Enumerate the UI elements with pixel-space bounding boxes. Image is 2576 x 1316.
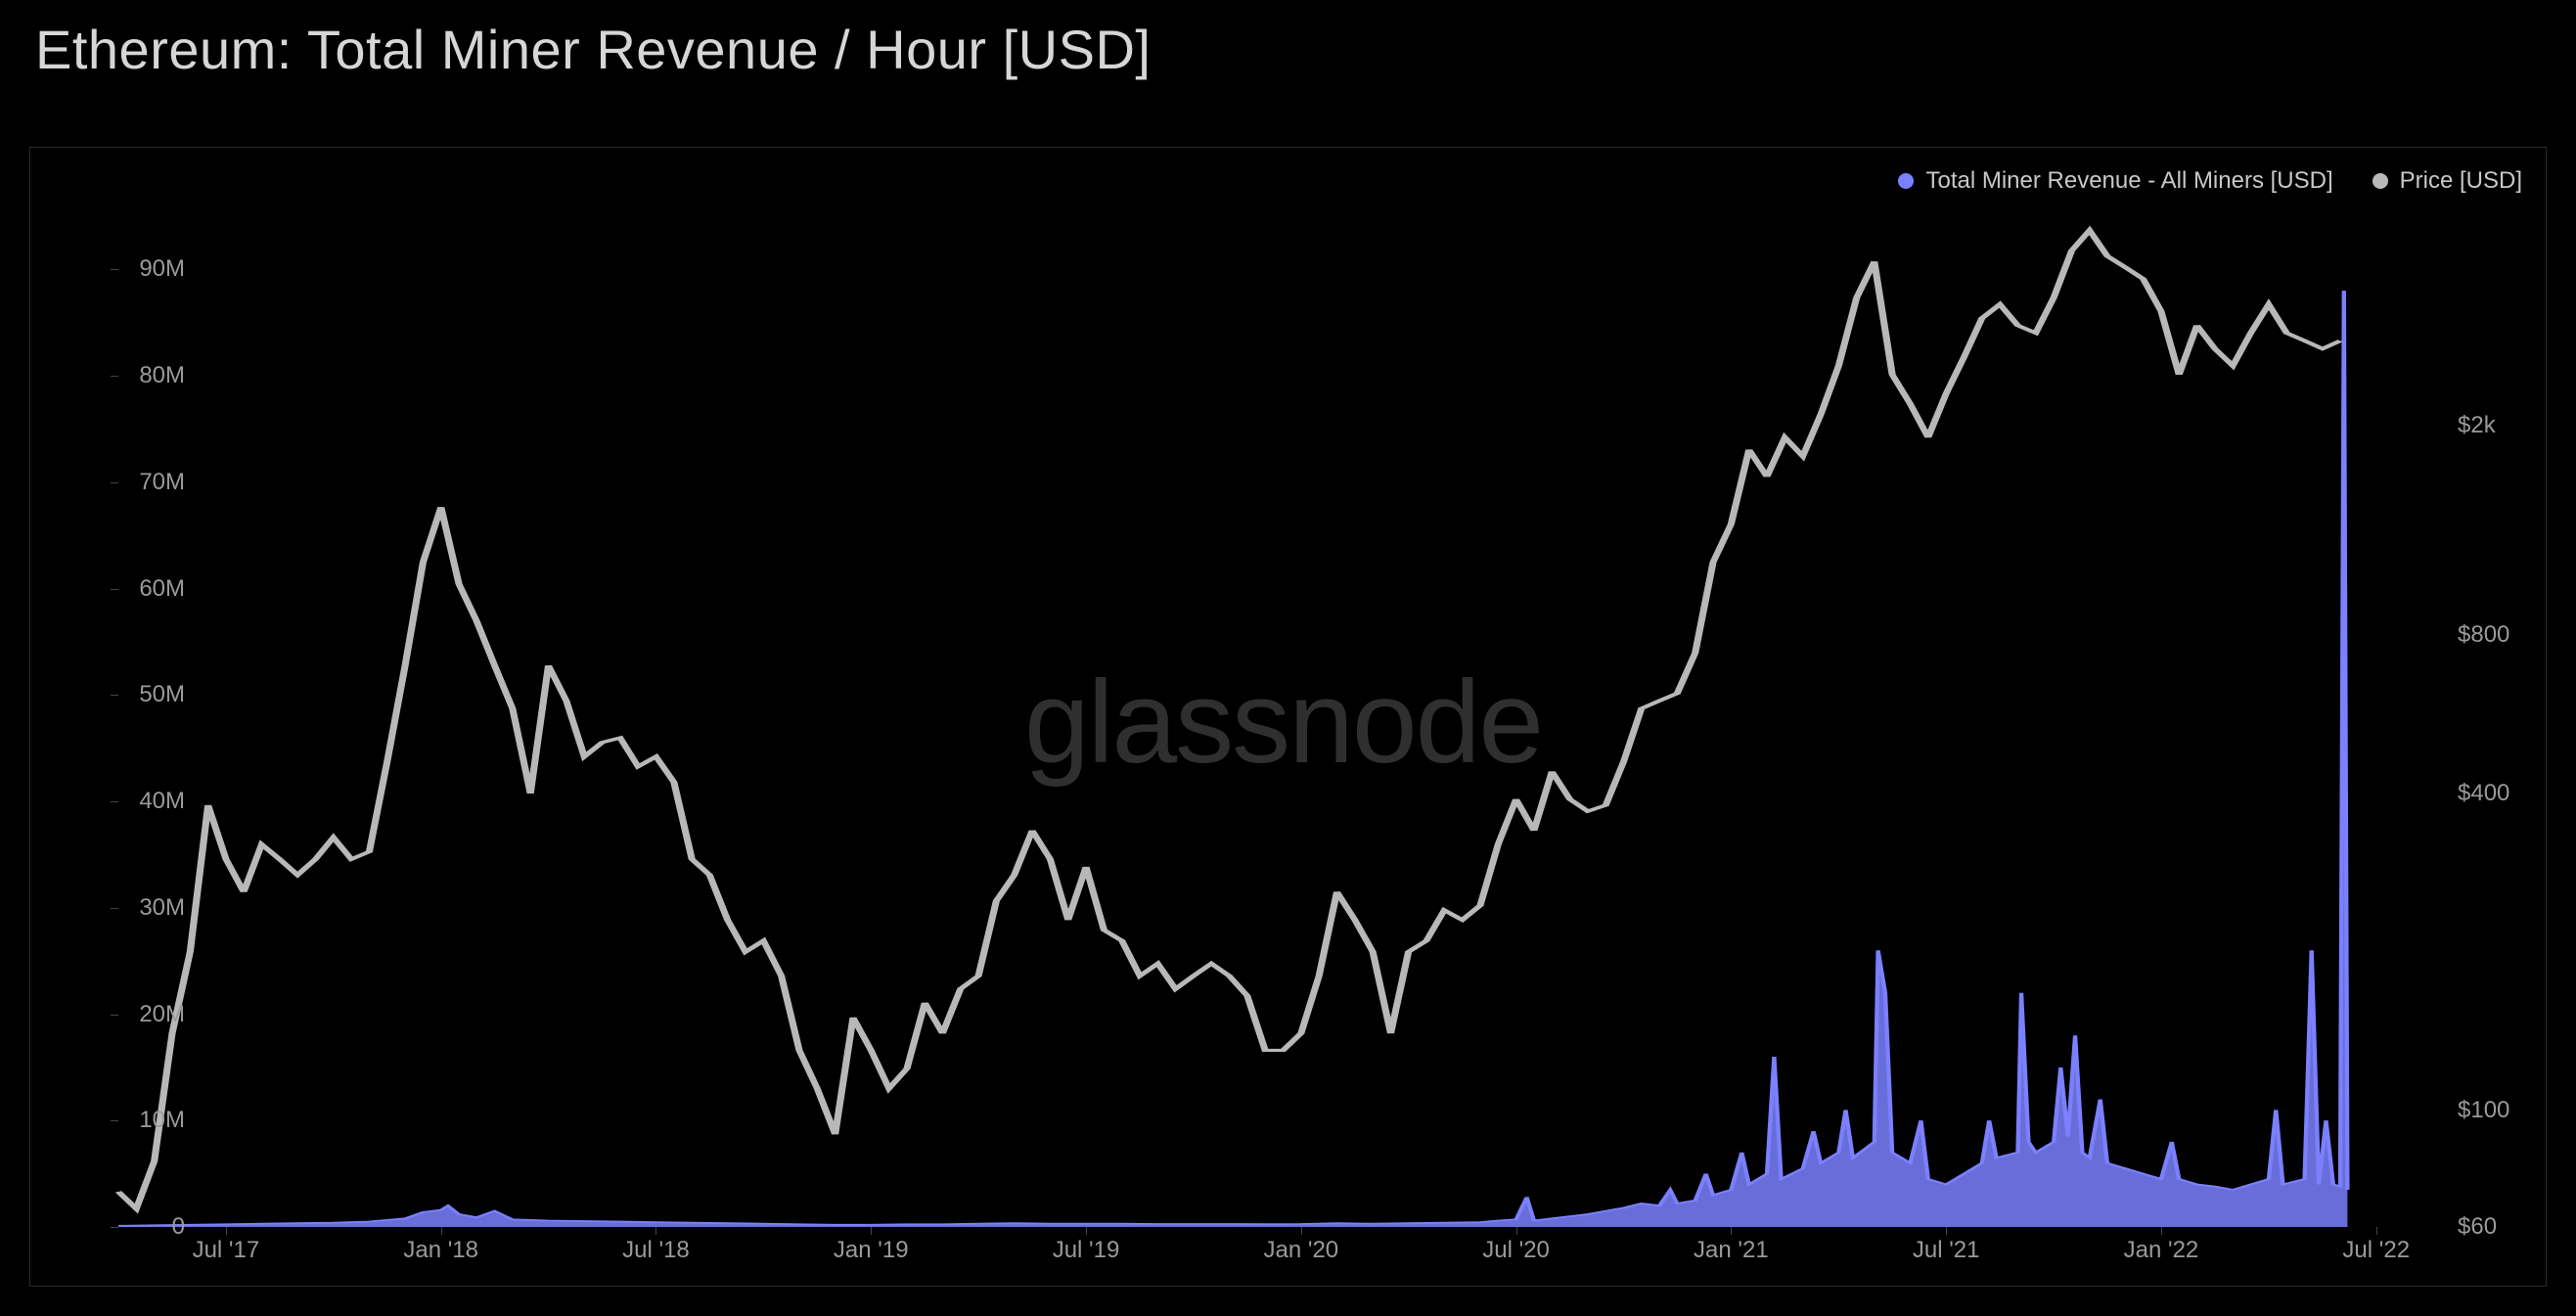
x-tick: Jul '19: [1053, 1237, 1120, 1264]
y-left-tick: 30M: [139, 894, 185, 922]
chart-container: Total Miner Revenue - All Miners [USD] P…: [29, 147, 2547, 1287]
x-tick: Jul '22: [2342, 1237, 2410, 1264]
legend-label-revenue: Total Miner Revenue - All Miners [USD]: [1925, 167, 2332, 195]
legend-dot-revenue: [1898, 173, 1914, 189]
x-axis: Jul '17 Jan '18 Jul '18 Jan '19 Jul '19 Jan '…: [118, 1237, 2448, 1276]
price-line: [118, 230, 2340, 1208]
x-tick: Jan '21: [1694, 1237, 1769, 1264]
y-left-tick: 40M: [139, 788, 185, 815]
revenue-area: [118, 291, 2347, 1227]
x-tick: Jul '20: [1482, 1237, 1550, 1264]
x-tick: Jul '17: [193, 1237, 260, 1264]
legend-item-revenue[interactable]: Total Miner Revenue - All Miners [USD]: [1898, 167, 2332, 195]
y-right-tick: $2k: [2458, 412, 2496, 439]
y-axis-right: $60$100$400$800$2k: [2448, 216, 2546, 1227]
y-axis-left: 010M20M30M40M50M60M70M80M90M: [107, 216, 195, 1227]
y-left-tick: 20M: [139, 1001, 185, 1028]
legend-item-price[interactable]: Price [USD]: [2373, 167, 2522, 195]
legend-label-price: Price [USD]: [2400, 167, 2522, 195]
x-tick: Jan '20: [1263, 1237, 1338, 1264]
y-right-tick: $100: [2458, 1097, 2509, 1124]
y-right-tick: $400: [2458, 780, 2509, 807]
y-right-tick: $800: [2458, 621, 2509, 649]
y-left-tick: 10M: [139, 1107, 185, 1134]
y-left-tick: 90M: [139, 255, 185, 283]
x-tick: Jan '22: [2124, 1237, 2199, 1264]
chart-title: Ethereum: Total Miner Revenue / Hour [US…: [35, 18, 1151, 81]
x-tick: Jan '18: [403, 1237, 478, 1264]
y-left-tick: 80M: [139, 362, 185, 389]
y-left-tick: 50M: [139, 681, 185, 708]
legend-dot-price: [2373, 173, 2388, 189]
plot-area: glassnode 010M20M30M40M50M60M70M80M90M $…: [118, 216, 2448, 1227]
chart-svg: [118, 216, 2448, 1227]
x-tick: Jul '21: [1913, 1237, 1980, 1264]
y-left-tick: 60M: [139, 575, 185, 603]
legend: Total Miner Revenue - All Miners [USD] P…: [1898, 167, 2522, 195]
x-tick: Jul '18: [622, 1237, 690, 1264]
x-tick: Jan '19: [834, 1237, 909, 1264]
revenue-line: [118, 291, 2347, 1226]
y-left-tick: 70M: [139, 469, 185, 496]
y-right-tick: $60: [2458, 1213, 2497, 1241]
